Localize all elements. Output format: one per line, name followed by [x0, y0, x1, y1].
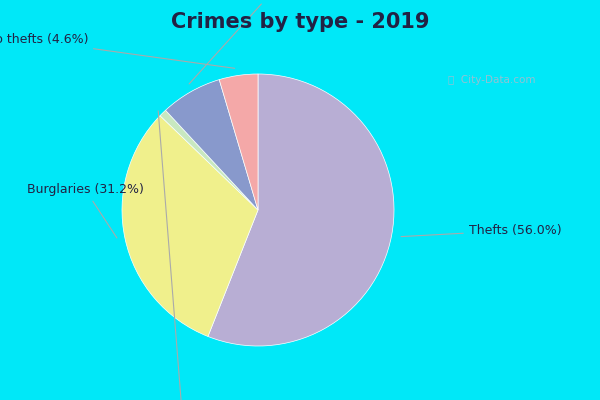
- Text: Assaults (7.3%): Assaults (7.3%): [189, 0, 320, 84]
- Text: Crimes by type - 2019: Crimes by type - 2019: [171, 12, 429, 32]
- Wedge shape: [160, 110, 258, 210]
- Wedge shape: [219, 74, 258, 210]
- Text: ⓘ  City-Data.com: ⓘ City-Data.com: [448, 75, 536, 85]
- Text: Burglaries (31.2%): Burglaries (31.2%): [27, 183, 143, 238]
- Wedge shape: [122, 116, 258, 336]
- Wedge shape: [208, 74, 394, 346]
- Text: Auto thefts (4.6%): Auto thefts (4.6%): [0, 34, 235, 68]
- Text: Thefts (56.0%): Thefts (56.0%): [401, 224, 562, 237]
- Wedge shape: [166, 80, 258, 210]
- Text: Robberies (0.9%): Robberies (0.9%): [129, 111, 237, 400]
